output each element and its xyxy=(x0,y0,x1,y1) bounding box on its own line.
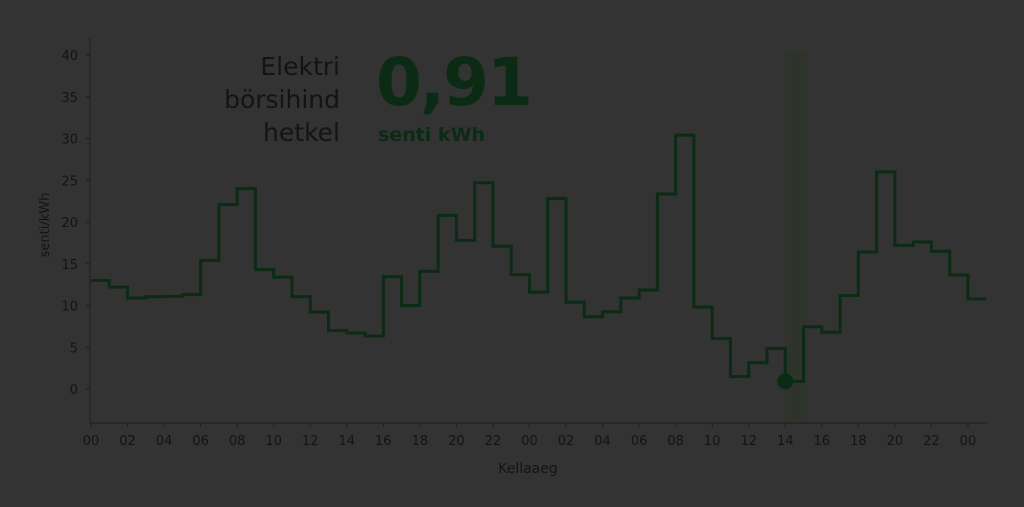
y-tick-label: 10 xyxy=(61,300,78,315)
y-tick-label: 35 xyxy=(61,91,78,106)
y-tick-label: 30 xyxy=(61,133,78,148)
x-tick-label: 22 xyxy=(485,434,502,449)
y-tick-label: 40 xyxy=(61,49,78,64)
headline-line-2: börsihind xyxy=(224,85,340,114)
current-price-unit: senti kWh xyxy=(378,124,486,146)
x-tick-label: 02 xyxy=(119,434,136,449)
x-tick-label: 04 xyxy=(156,434,173,449)
y-tick-label: 20 xyxy=(61,216,78,231)
y-tick-label: 25 xyxy=(61,174,78,189)
x-tick-label: 08 xyxy=(229,434,246,449)
x-tick-label: 16 xyxy=(375,434,392,449)
x-tick-label: 06 xyxy=(631,434,648,449)
x-tick-label: 22 xyxy=(923,434,940,449)
x-tick-label: 18 xyxy=(850,434,867,449)
x-tick-label: 10 xyxy=(265,434,282,449)
headline: Elektri börsihind hetkel xyxy=(200,50,340,149)
y-tick-label: 5 xyxy=(70,341,78,356)
current-price-value: 0,91 xyxy=(376,44,533,121)
x-tick-label: 00 xyxy=(521,434,538,449)
x-axis-label: Kellaaeg xyxy=(498,461,558,477)
x-tick-label: 14 xyxy=(339,434,356,449)
y-tick-label: 15 xyxy=(61,258,78,273)
x-tick-label: 12 xyxy=(302,434,319,449)
x-tick-label: 20 xyxy=(448,434,465,449)
x-tick-label: 08 xyxy=(667,434,684,449)
y-axis-label: senti/kWh xyxy=(38,193,53,258)
headline-line-1: Elektri xyxy=(260,52,340,81)
x-tick-label: 16 xyxy=(814,434,831,449)
x-tick-label: 06 xyxy=(192,434,209,449)
x-tick-label: 00 xyxy=(960,434,977,449)
y-tick-label: 0 xyxy=(70,383,78,398)
x-tick-label: 18 xyxy=(412,434,429,449)
price-step-line xyxy=(91,133,987,383)
x-tick-label: 04 xyxy=(594,434,611,449)
x-tick-label: 02 xyxy=(558,434,575,449)
x-tick-label: 12 xyxy=(740,434,757,449)
current-price-marker xyxy=(777,373,794,390)
x-tick-label: 14 xyxy=(777,434,794,449)
x-tick-label: 10 xyxy=(704,434,721,449)
x-tick-label: 20 xyxy=(887,434,904,449)
headline-line-3: hetkel xyxy=(263,118,340,147)
current-hour-highlight xyxy=(785,52,807,423)
x-tick-label: 00 xyxy=(83,434,100,449)
